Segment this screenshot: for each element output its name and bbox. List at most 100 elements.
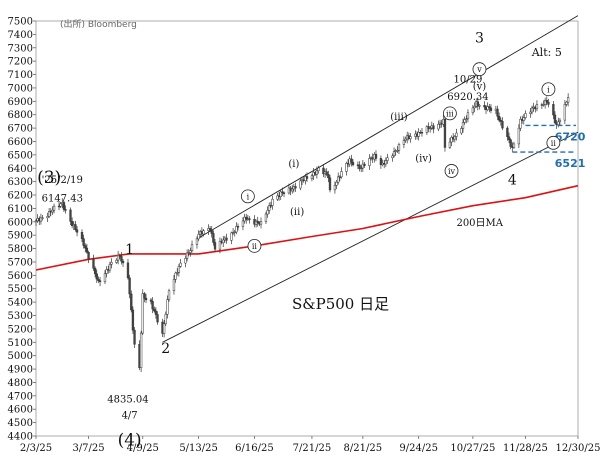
candle-body: [429, 127, 432, 130]
y-tick-label: 7000: [8, 83, 33, 94]
candle-body: [291, 188, 294, 192]
candle-body: [327, 174, 330, 179]
wave-circle-label: iii: [446, 109, 454, 118]
wave-circle: [541, 82, 556, 97]
candle-body: [195, 238, 199, 245]
wave-circle-label: i: [247, 192, 250, 201]
candle-body: [120, 256, 123, 262]
candle-body: [213, 242, 217, 250]
candle-body: [133, 329, 136, 345]
wave-circle-label: ii: [252, 242, 258, 251]
x-tick-label: 8/21/25: [344, 443, 383, 454]
candle-body: [519, 119, 522, 129]
annotation: Alt: 5: [531, 46, 562, 59]
candle-body: [154, 310, 158, 315]
x-tick-label: 10/27/25: [450, 443, 495, 454]
candle-body: [241, 220, 245, 227]
candle-body: [179, 262, 182, 267]
channel-lines: [162, 15, 579, 343]
candles: [34, 93, 570, 372]
candle-body: [162, 323, 166, 334]
candle-body: [509, 139, 512, 147]
level-lines: 6720 6521: [512, 124, 586, 170]
candle-body: [164, 313, 167, 325]
candle-body: [116, 254, 120, 261]
candle-body: [483, 105, 486, 108]
candle-body: [279, 191, 282, 197]
candle-body: [131, 309, 135, 331]
candle-body: [310, 175, 314, 179]
candle-body: [333, 185, 337, 191]
candle-body: [143, 293, 146, 299]
candle-body: [184, 258, 187, 264]
candle-body: [149, 299, 153, 302]
candle-body: [507, 136, 511, 140]
annotation: (iv): [415, 154, 432, 165]
candle-body: [338, 176, 341, 178]
candle-body: [282, 192, 286, 194]
candle-body: [425, 126, 429, 133]
wave-circle-label: i: [547, 85, 550, 94]
wave-circle-label: v: [476, 65, 482, 74]
candle-body: [317, 167, 320, 172]
candle-body: [557, 121, 560, 125]
plot-frame: [35, 20, 579, 437]
candle-body: [41, 217, 44, 219]
candle-body: [315, 170, 319, 175]
candle-body: [110, 262, 113, 265]
candle-body: [322, 167, 325, 175]
annotation: (3): [37, 168, 61, 188]
candle-body: [80, 231, 84, 239]
candle-body: [337, 176, 340, 183]
candle-body: [174, 272, 177, 280]
candle-body: [396, 150, 399, 152]
candle-body: [276, 195, 279, 200]
candle-body: [522, 117, 525, 121]
candle-body: [166, 299, 169, 315]
candle-body: [139, 332, 143, 368]
y-tick-label: 5200: [8, 324, 33, 335]
x-tick-label: 9/24/25: [399, 443, 438, 454]
candle-body: [529, 111, 532, 114]
wave-circle: [472, 62, 487, 77]
candle-body: [141, 293, 144, 334]
candle-body: [448, 141, 452, 148]
wave-circle: [247, 239, 262, 253]
candle-body: [361, 163, 364, 169]
candle-body: [64, 209, 67, 211]
candle-body: [328, 177, 332, 191]
candle-body: [345, 163, 348, 172]
candle-body: [259, 221, 263, 225]
y-tick-label: 6200: [8, 191, 33, 202]
x-tick-label: 4/9/25: [127, 443, 159, 454]
ma-line: 200日MA: [35, 184, 579, 271]
candle-body: [501, 121, 504, 129]
candle-body: [271, 198, 274, 206]
candle-body: [189, 250, 192, 253]
candle-body: [248, 218, 251, 220]
candle-body: [269, 205, 273, 207]
y-tick-label: 6400: [8, 164, 33, 175]
candle-body: [566, 97, 570, 103]
annotation: 1: [125, 242, 134, 258]
annotation: 4/7: [122, 411, 138, 422]
candle-body: [565, 101, 568, 105]
candle-body: [420, 132, 424, 134]
candle-body: [350, 158, 353, 163]
candle-body: [75, 229, 79, 233]
candle-body: [417, 132, 420, 137]
candle-body: [190, 244, 194, 251]
candle-body: [70, 221, 74, 226]
candle-body: [98, 280, 102, 283]
x-tick-label: 5/13/25: [179, 443, 218, 454]
candle-body: [93, 267, 97, 275]
wave-circle: [444, 164, 459, 178]
candle-body: [450, 137, 453, 143]
annotation: 4835.04: [107, 395, 148, 406]
candle-body: [51, 209, 54, 213]
annotation: (i): [288, 159, 299, 170]
candle-body: [185, 252, 189, 259]
candle-body: [368, 158, 371, 166]
candle-body: [512, 143, 516, 148]
candle-body: [46, 216, 49, 219]
